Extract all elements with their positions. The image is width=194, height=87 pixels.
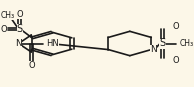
Text: O: O: [16, 10, 23, 19]
Text: O: O: [172, 56, 179, 65]
Text: S: S: [159, 39, 166, 48]
Text: HN: HN: [46, 39, 59, 48]
Text: N: N: [150, 45, 157, 54]
Text: O: O: [172, 22, 179, 31]
Text: CH₃: CH₃: [0, 11, 14, 20]
Text: O: O: [29, 61, 35, 70]
Text: S: S: [16, 24, 23, 34]
Text: N: N: [15, 39, 22, 48]
Text: CH₃: CH₃: [179, 39, 193, 48]
Text: O: O: [0, 25, 7, 34]
